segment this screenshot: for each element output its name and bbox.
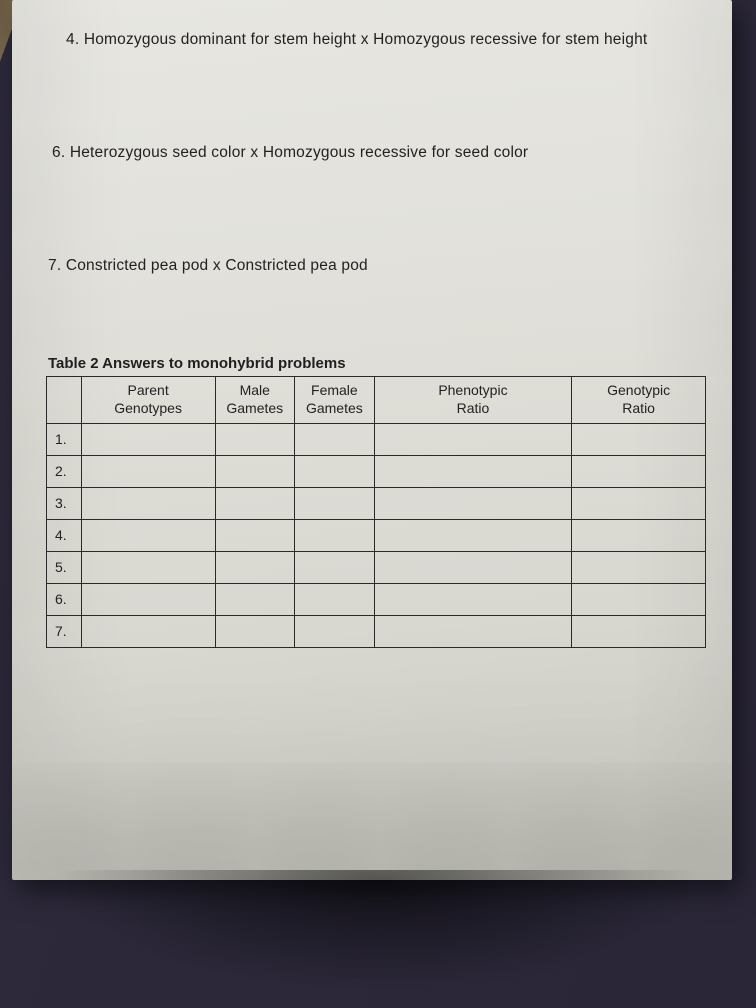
col-header-parent-l1: Parent — [127, 382, 168, 398]
table-row: 3. — [47, 487, 706, 519]
question-7: 7. Constricted pea pod x Constricted pea… — [48, 256, 704, 277]
col-header-female: Female Gametes — [295, 376, 375, 423]
cell-parent — [81, 519, 215, 551]
cell-male — [215, 583, 295, 615]
col-header-male-l2: Gametes — [226, 400, 283, 416]
cell-female — [295, 583, 375, 615]
cell-female — [295, 615, 375, 647]
worksheet-paper: 4. Homozygous dominant for stem height x… — [12, 0, 732, 880]
col-header-num — [47, 376, 82, 423]
cell-geno — [572, 551, 706, 583]
table-row: 1. — [47, 423, 706, 455]
cell-female — [295, 551, 375, 583]
row-label: 3. — [47, 487, 82, 519]
table-row: 5. — [47, 551, 706, 583]
cell-female — [295, 487, 375, 519]
worksheet-content: 4. Homozygous dominant for stem height x… — [12, 0, 732, 668]
cell-male — [215, 423, 295, 455]
col-header-female-l1: Female — [311, 382, 358, 398]
cell-parent — [81, 487, 215, 519]
cell-female — [295, 519, 375, 551]
col-header-male-l1: Male — [240, 382, 270, 398]
cell-pheno — [374, 519, 572, 551]
col-header-pheno-l2: Ratio — [457, 400, 490, 416]
cell-geno — [572, 615, 706, 647]
question-4: 4. Homozygous dominant for stem height x… — [66, 30, 704, 51]
cell-geno — [572, 487, 706, 519]
col-header-pheno: Phenotypic Ratio — [374, 376, 572, 423]
paper-shadow — [0, 870, 756, 1008]
row-label: 4. — [47, 519, 82, 551]
col-header-parent: Parent Genotypes — [81, 376, 215, 423]
cell-geno — [572, 583, 706, 615]
col-header-parent-l2: Genotypes — [114, 400, 182, 416]
row-label: 6. — [47, 583, 82, 615]
cell-parent — [81, 615, 215, 647]
cell-pheno — [374, 423, 572, 455]
col-header-pheno-l1: Phenotypic — [438, 382, 507, 398]
cell-parent — [81, 455, 215, 487]
cell-female — [295, 455, 375, 487]
cell-geno — [572, 423, 706, 455]
photo-scene: 4. Homozygous dominant for stem height x… — [0, 0, 756, 1008]
cell-geno — [572, 455, 706, 487]
col-header-geno-l1: Genotypic — [607, 382, 670, 398]
answers-table: Parent Genotypes Male Gametes Female Gam… — [46, 376, 706, 648]
cell-pheno — [374, 551, 572, 583]
row-label: 7. — [47, 615, 82, 647]
table-row: 7. — [47, 615, 706, 647]
cell-pheno — [374, 487, 572, 519]
table-row: 6. — [47, 583, 706, 615]
cell-pheno — [374, 455, 572, 487]
cell-parent — [81, 583, 215, 615]
cell-parent — [81, 423, 215, 455]
cell-male — [215, 551, 295, 583]
row-label: 2. — [47, 455, 82, 487]
table-row: 2. — [47, 455, 706, 487]
table-title: Table 2 Answers to monohybrid problems — [48, 355, 704, 372]
cell-male — [215, 519, 295, 551]
cell-male — [215, 615, 295, 647]
col-header-geno-l2: Ratio — [622, 400, 655, 416]
col-header-geno: Genotypic Ratio — [572, 376, 706, 423]
cell-parent — [81, 551, 215, 583]
question-6: 6. Heterozygous seed color x Homozygous … — [52, 143, 704, 164]
table-body: 1. 2. — [47, 423, 706, 647]
cell-pheno — [374, 583, 572, 615]
col-header-female-l2: Gametes — [306, 400, 363, 416]
cell-geno — [572, 519, 706, 551]
row-label: 5. — [47, 551, 82, 583]
cell-pheno — [374, 615, 572, 647]
cell-male — [215, 487, 295, 519]
table-row: 4. — [47, 519, 706, 551]
row-label: 1. — [47, 423, 82, 455]
col-header-male: Male Gametes — [215, 376, 295, 423]
cell-male — [215, 455, 295, 487]
cell-female — [295, 423, 375, 455]
table-header-row: Parent Genotypes Male Gametes Female Gam… — [47, 376, 706, 423]
